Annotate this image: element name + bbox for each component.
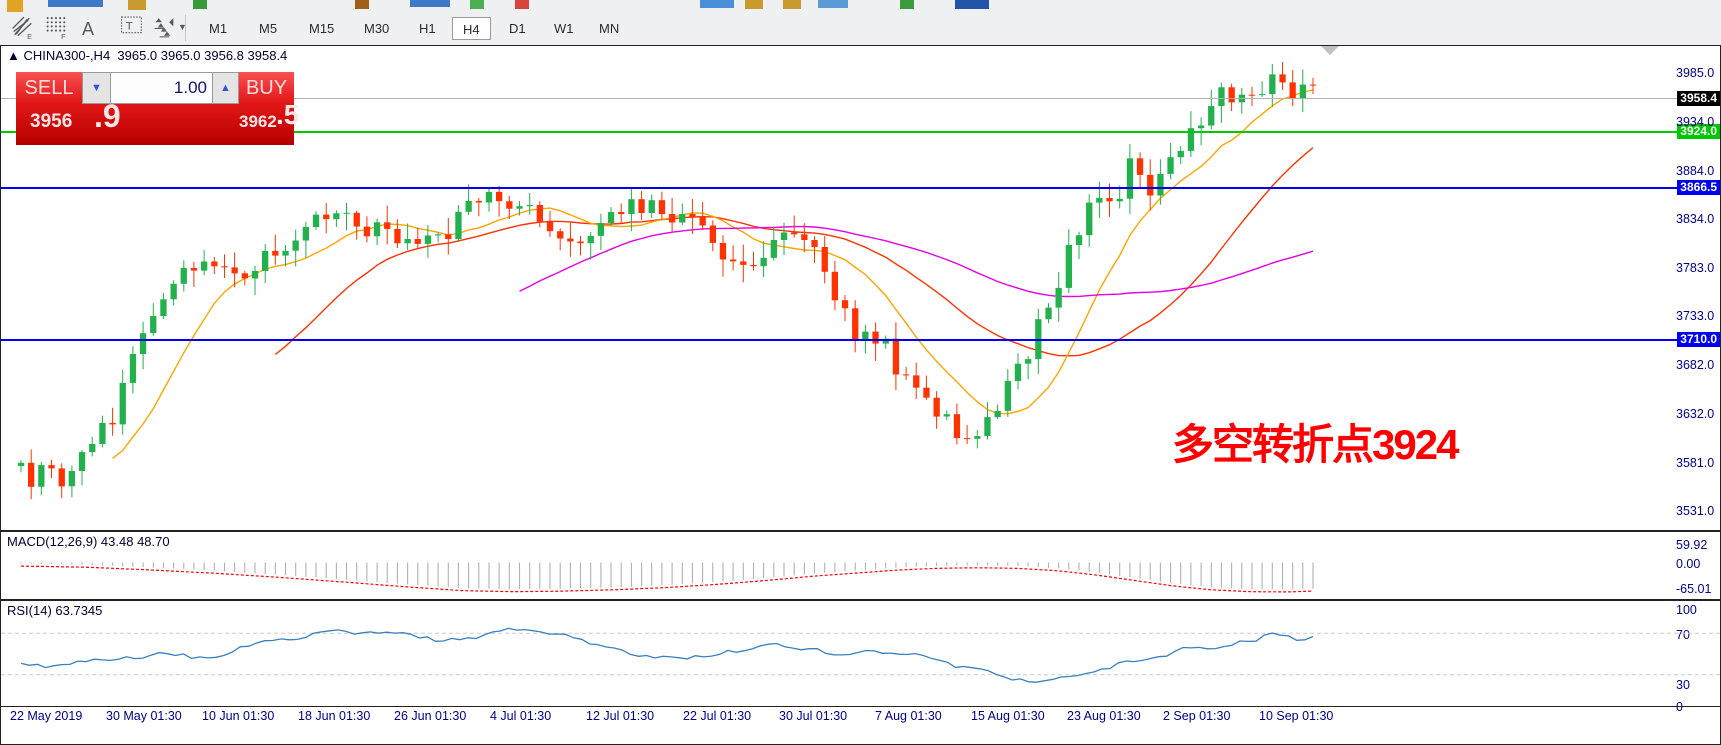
svg-text:T: T — [126, 21, 133, 33]
svg-text:E: E — [27, 32, 32, 41]
svg-text:F: F — [61, 32, 66, 41]
